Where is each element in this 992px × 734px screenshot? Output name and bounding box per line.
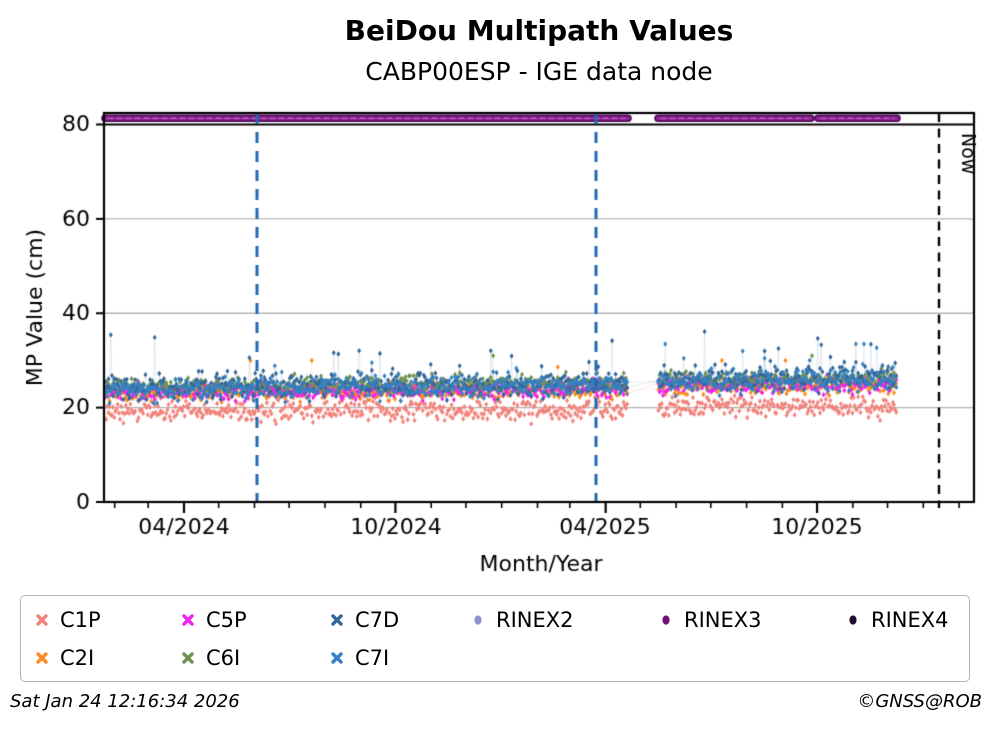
legend-item-c1p: C1P — [35, 605, 101, 635]
legend-label: C7I — [355, 646, 390, 670]
x-marker-icon — [331, 614, 343, 626]
legend-item-c7i: C7I — [330, 643, 389, 673]
x-marker-icon — [182, 652, 194, 664]
legend: C1P C5P C7D RINEX2 RINEX3 RINEX4 C2I C6I C7I — [20, 595, 970, 682]
x-marker-icon — [36, 652, 48, 664]
legend-label: RINEX4 — [871, 608, 949, 632]
chart-subtitle: CABP00ESP - IGE data node — [365, 57, 713, 86]
legend-item-c5p: C5P — [181, 605, 247, 635]
legend-item-rinex3: RINEX3 — [659, 605, 762, 635]
circle-marker-icon — [662, 615, 670, 625]
timestamp-text: Sat Jan 24 12:16:34 2026 — [10, 691, 240, 712]
legend-item-rinex2: RINEX2 — [471, 605, 574, 635]
legend-label: RINEX2 — [496, 608, 574, 632]
legend-label: RINEX3 — [684, 608, 762, 632]
x-marker-icon — [331, 652, 343, 664]
credit-text: ©GNSS@ROB — [857, 691, 982, 712]
legend-label: C6I — [206, 646, 241, 670]
chart-title: BeiDou Multipath Values — [344, 14, 734, 47]
legend-item-c2i: C2I — [35, 643, 94, 673]
circle-marker-icon — [849, 615, 857, 625]
legend-label: C5P — [206, 608, 247, 632]
x-marker-icon — [36, 614, 48, 626]
circle-marker-icon — [474, 615, 482, 625]
legend-item-c6i: C6I — [181, 643, 240, 673]
legend-label: C2I — [60, 646, 95, 670]
legend-item-c7d: C7D — [330, 605, 399, 635]
legend-label: C1P — [60, 608, 101, 632]
x-marker-icon — [182, 614, 194, 626]
legend-item-rinex4: RINEX4 — [846, 605, 949, 635]
legend-label: C7D — [355, 608, 400, 632]
